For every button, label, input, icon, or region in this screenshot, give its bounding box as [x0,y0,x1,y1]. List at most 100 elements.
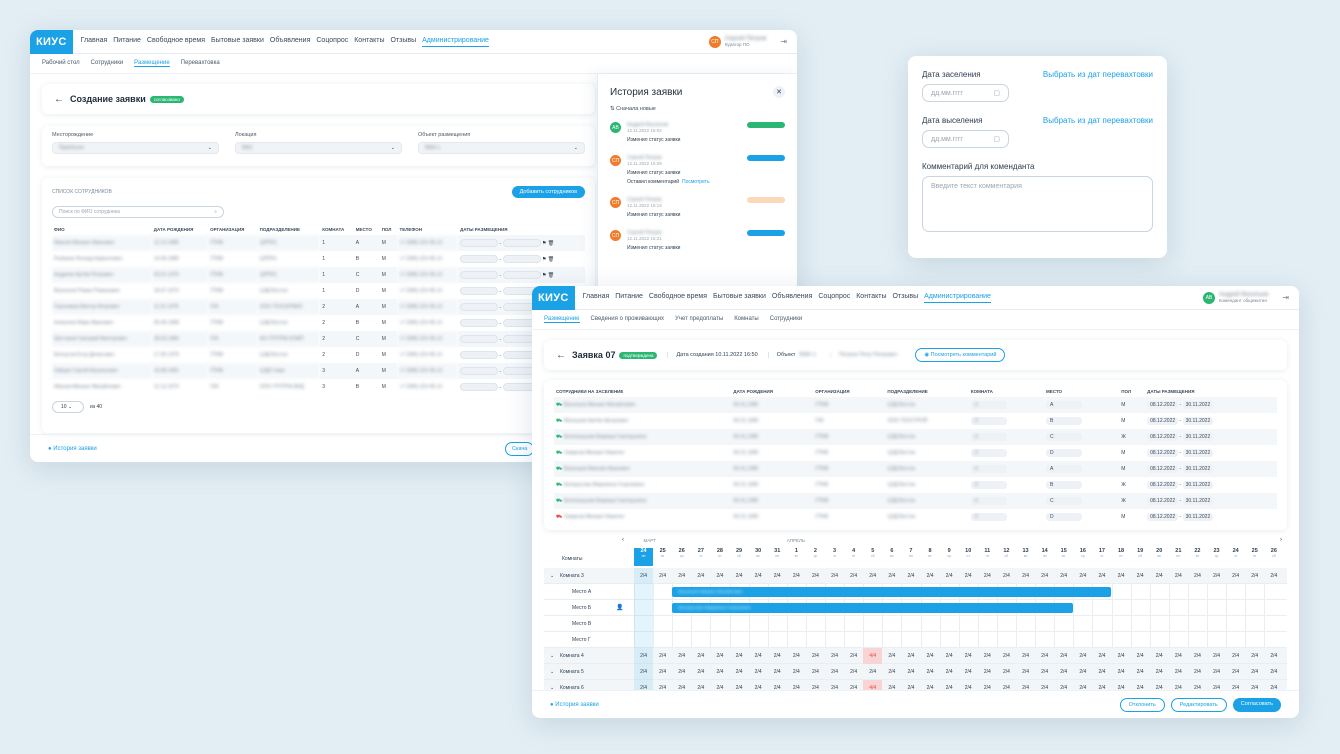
table-row[interactable]: Иванов Михаил Михайлович 12.12.1974 ГКК ООО… [52,379,585,395]
occupancy-cell[interactable]: 2/4 [792,573,800,579]
day-header[interactable]: 20 вс [1150,548,1169,566]
occupancy-cell[interactable]: 2/4 [983,685,991,691]
occupancy-cell[interactable]: 2/4 [640,685,648,691]
occupancy-cell[interactable]: 2/4 [831,685,839,691]
day-header[interactable]: 27 чт [691,548,710,566]
day-header[interactable]: 15 вт [1054,548,1073,566]
occupancy-cell[interactable]: 2/4 [811,685,819,691]
occupancy-cell[interactable]: 2/4 [1002,573,1010,579]
occupancy-cell[interactable]: 2/4 [945,669,953,675]
occupancy-cell[interactable]: 2/4 [964,685,972,691]
table-row[interactable]: ⛟ Малышев Артём Артурович 05.01.1985 ГКК ОО… [554,413,1277,429]
occupancy-cell[interactable]: 2/4 [678,653,686,659]
occupancy-cell[interactable]: 2/4 [697,573,705,579]
occupancy-cell[interactable]: 2/4 [1060,653,1068,659]
date-to-field[interactable]: 30.11.2022 [1182,497,1214,505]
occupancy-cell[interactable]: 2/4 [773,685,781,691]
occupancy-cell[interactable]: 2/4 [945,653,953,659]
nav-item[interactable]: Отзывы [892,292,919,300]
booking-bar[interactable]: Васильев Михаил Михайлович [672,587,1112,597]
nav-item[interactable]: Администрирование [422,37,489,47]
sort-toggle[interactable]: ⇅ Сначала новые [610,106,785,112]
date-to-field[interactable]: 30.11.2022 [1182,401,1214,409]
occupancy-cell[interactable]: 2/4 [735,669,743,675]
booking-bar[interactable]: Белорусова Марианна Георгиевна [672,603,1074,613]
occupancy-cell[interactable]: 2/4 [926,685,934,691]
occupancy-cell[interactable]: 2/4 [754,685,762,691]
occupancy-cell[interactable]: 2/4 [1193,669,1201,675]
occupancy-cell[interactable]: 2/4 [850,685,858,691]
back-arrow-icon[interactable]: ← [54,93,64,105]
table-row[interactable]: Андреев Артём Петрович 03.01.1976 ГПНБ ЦППН… [52,267,585,283]
occupancy-cell[interactable]: 2/4 [1079,653,1087,659]
occupancy-cell[interactable]: 2/4 [1098,653,1106,659]
occupancy-cell[interactable]: 2/4 [1098,573,1106,579]
table-row[interactable]: Рыбаков Леонид Кириллович 14.06.1980 ГПНБ Ц… [52,251,585,267]
occupancy-cell[interactable]: 2/4 [1060,669,1068,675]
occupancy-cell[interactable]: 2/4 [907,573,915,579]
occupancy-cell[interactable]: 2/4 [1174,669,1182,675]
comment-textarea[interactable]: Введите текст комментария [922,176,1153,232]
subnav-item[interactable]: Комнаты [734,316,759,322]
occupancy-cell[interactable]: 2/4 [850,653,858,659]
date-to-field[interactable]: 30.11.2022 [1182,481,1214,489]
occupancy-cell[interactable]: 2/4 [869,573,877,579]
history-link[interactable]: ● История заявки [550,702,599,708]
place-select[interactable]: B [1046,481,1083,489]
table-row[interactable]: Иванов Михаил Иванович 12.12.1985 ГПНБ ЦППН… [52,235,585,251]
day-header[interactable]: 16 ср [1073,548,1092,566]
occupancy-cell[interactable]: 2/4 [811,653,819,659]
occupancy-cell[interactable]: 2/4 [1155,669,1163,675]
chevron-icon[interactable]: ⌄ [550,653,555,659]
chevron-icon[interactable]: ⌄ [550,685,555,691]
checkout-date-input[interactable]: дд.мм.гггг ▢ [922,130,1009,148]
day-header[interactable]: 22 вт [1188,548,1207,566]
occupancy-cell[interactable]: 2/4 [1060,685,1068,691]
view-comment-button[interactable]: ◉ Посмотреть комментарий [915,348,1006,362]
occupancy-cell[interactable]: 2/4 [1022,573,1030,579]
day-header[interactable]: 14 пн [1035,548,1054,566]
occupancy-cell[interactable]: 2/4 [926,669,934,675]
day-header[interactable]: 30 вс [749,548,768,566]
checkin-pick-link[interactable]: Выбрать из дат перевахтовки [1042,70,1153,79]
checkin-date-input[interactable]: дд.мм.гггг ▢ [922,84,1009,102]
subnav-item[interactable]: Рабочий стол [42,60,80,66]
day-header[interactable]: 24 чт [1226,548,1245,566]
occupancy-cell[interactable]: 2/4 [1022,669,1030,675]
place-select[interactable]: A [1046,401,1083,409]
place-select[interactable]: C [1046,497,1083,505]
occupancy-cell[interactable]: 2/4 [716,653,724,659]
occupancy-cell[interactable]: 2/4 [811,669,819,675]
back-arrow-icon[interactable]: ← [556,349,566,361]
place-select[interactable]: C [1046,433,1083,441]
chevron-icon[interactable]: ⌄ [550,669,555,675]
search-input[interactable]: Поиск по ФИО сотрудника ⌕ [52,206,224,218]
date-from-field[interactable]: 08.12.2022 [1147,449,1179,457]
occupancy-cell[interactable]: 2/4 [1174,653,1182,659]
day-header[interactable]: 8 вт [921,548,940,566]
close-icon[interactable]: ✕ [773,86,785,98]
day-header[interactable]: 29 сб [730,548,749,566]
occupancy-cell[interactable]: 2/4 [659,653,667,659]
occupancy-cell[interactable]: 2/4 [811,573,819,579]
occupancy-cell[interactable]: 2/4 [888,573,896,579]
occupancy-cell[interactable]: 2/4 [1251,653,1259,659]
logo[interactable]: КИУС [532,286,575,310]
room-select[interactable]: 4 [970,497,1007,505]
occupancy-cell[interactable]: 2/4 [697,653,705,659]
day-header[interactable]: 31 пн [768,548,787,566]
occupancy-cell[interactable]: 2/4 [1213,573,1221,579]
occupancy-cell[interactable]: 2/4 [888,653,896,659]
occupancy-cell[interactable]: 2/4 [1193,685,1201,691]
nav-item[interactable]: Контакты [354,36,385,44]
occupancy-cell[interactable]: 2/4 [1136,653,1144,659]
day-header[interactable]: 25 пт [1245,548,1264,566]
occupancy-cell[interactable]: 2/4 [640,573,648,579]
date-from-field[interactable]: 08.12.2022 [1147,481,1179,489]
occupancy-cell[interactable]: 2/4 [1079,669,1087,675]
day-header[interactable]: 18 пт [1112,548,1131,566]
day-header[interactable]: 10 чт [959,548,978,566]
occupancy-cell[interactable]: 2/4 [1098,685,1106,691]
room-select[interactable]: 3 [970,433,1007,441]
occupancy-cell[interactable]: 2/4 [831,653,839,659]
